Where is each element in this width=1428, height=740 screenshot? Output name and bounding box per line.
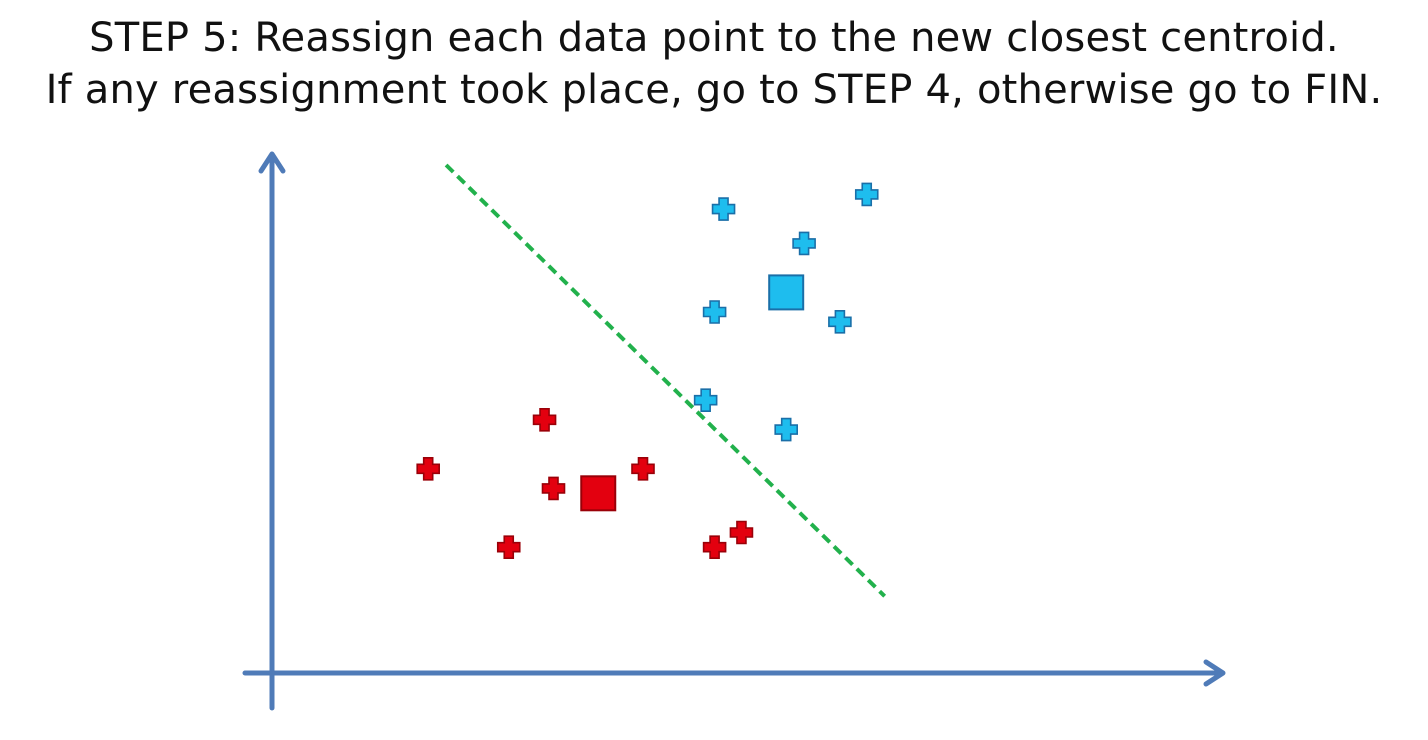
red-data-point xyxy=(496,535,521,559)
red-data-point xyxy=(532,408,557,432)
slide-title: STEP 5: Reassign each data point to the … xyxy=(0,12,1428,116)
red-data-point xyxy=(631,457,655,481)
blue-data-point xyxy=(828,310,852,334)
red-data-point xyxy=(416,457,440,481)
red-data-point xyxy=(541,476,566,501)
title-line-1-text: Reassign each data point to the new clos… xyxy=(241,15,1339,61)
boundary-line xyxy=(444,163,887,598)
x-axis xyxy=(242,659,1226,687)
red-cluster-points xyxy=(416,408,754,559)
centroids xyxy=(580,274,805,512)
blue-data-point xyxy=(792,231,816,256)
blue-data-point xyxy=(711,197,736,221)
blue-cluster-points xyxy=(693,182,879,442)
blue-data-point xyxy=(693,388,718,412)
red-centroid xyxy=(580,475,617,512)
blue-data-point xyxy=(702,300,727,324)
data-points xyxy=(416,182,879,559)
y-axis xyxy=(258,151,286,711)
blue-centroid xyxy=(768,274,805,311)
red-data-point xyxy=(729,520,754,545)
title-line-2: If any reassignment took place, go to ST… xyxy=(45,67,1383,113)
decision-boundary xyxy=(444,163,887,598)
red-data-point xyxy=(702,535,727,559)
axes xyxy=(242,151,1226,711)
blue-data-point xyxy=(774,417,798,442)
title-line-1: STEP 5: Reassign each data point to the … xyxy=(0,12,1428,64)
blue-data-point xyxy=(854,182,879,207)
step-label: STEP 5: xyxy=(89,15,242,61)
